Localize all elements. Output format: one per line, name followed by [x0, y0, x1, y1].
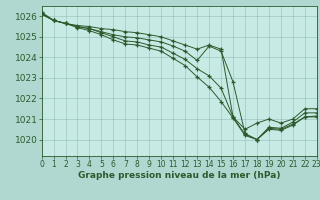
- X-axis label: Graphe pression niveau de la mer (hPa): Graphe pression niveau de la mer (hPa): [78, 171, 280, 180]
